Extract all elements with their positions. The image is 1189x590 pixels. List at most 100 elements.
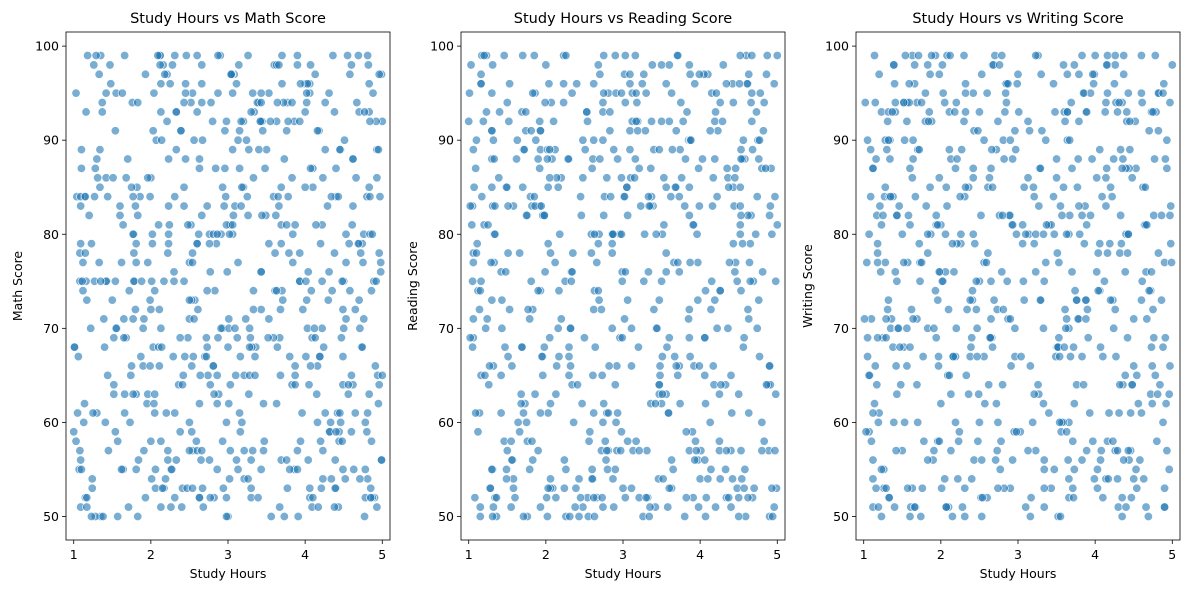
scatter-point	[363, 51, 373, 61]
scatter-point	[183, 333, 193, 343]
x-tick-label: 5	[378, 547, 386, 562]
scatter-point	[947, 239, 957, 249]
scatter-point	[997, 267, 1007, 277]
scatter-point	[225, 229, 235, 239]
scatter-point	[961, 107, 971, 117]
scatter-point	[208, 116, 218, 126]
scatter-point	[747, 51, 757, 61]
scatter-point	[868, 474, 878, 484]
scatter-point	[961, 370, 971, 380]
scatter-point	[880, 257, 890, 267]
x-tick-label: 4	[1091, 547, 1099, 562]
scatter-point	[770, 192, 780, 202]
scatter-point	[1069, 60, 1079, 70]
scatter-point	[533, 154, 543, 164]
scatter-point	[712, 323, 722, 333]
scatter-point	[986, 276, 996, 286]
scatter-point	[900, 51, 910, 61]
scatter-point	[475, 511, 485, 521]
scatter-point	[718, 116, 728, 126]
scatter-point	[871, 154, 881, 164]
scatter-point	[611, 417, 621, 427]
scatter-point	[1095, 239, 1105, 249]
scatter-point	[309, 323, 319, 333]
scatter-point	[290, 370, 300, 380]
scatter-point	[654, 145, 664, 155]
scatter-point	[902, 361, 912, 371]
scatter-point	[468, 276, 478, 286]
scatter-point	[1146, 267, 1156, 277]
scatter-point	[905, 220, 915, 230]
scatter-point	[691, 436, 701, 446]
scatter-point	[721, 79, 731, 89]
scatter-point	[1118, 154, 1128, 164]
scatter-point	[1069, 342, 1079, 352]
scatter-point	[949, 267, 959, 277]
scatter-point	[100, 417, 110, 427]
scatter-point	[504, 116, 514, 126]
scatter-point	[149, 399, 159, 409]
y-tick-label: 60	[438, 415, 454, 430]
scatter-point	[739, 483, 749, 493]
scatter-point	[115, 210, 125, 220]
scatter-point	[697, 154, 707, 164]
scatter-point	[310, 333, 320, 343]
scatter-point	[100, 342, 110, 352]
scatter-point	[357, 342, 367, 352]
scatter-point	[1006, 361, 1016, 371]
scatter-point	[1150, 51, 1160, 61]
scatter-point	[896, 380, 906, 390]
scatter-point	[609, 502, 619, 512]
scatter-point	[711, 88, 721, 98]
scatter-point	[612, 361, 622, 371]
scatter-point	[971, 276, 981, 286]
scatter-point	[535, 163, 545, 173]
scatter-point	[105, 60, 115, 70]
scatter-point	[701, 399, 711, 409]
scatter-point	[1077, 51, 1087, 61]
scatter-point	[1065, 352, 1075, 362]
scatter-point	[1028, 417, 1038, 427]
scatter-point	[218, 436, 228, 446]
scatter-point	[657, 276, 667, 286]
scatter-point	[273, 192, 283, 202]
scatter-point	[570, 502, 580, 512]
scatter-point	[487, 295, 497, 305]
scatter-point	[526, 276, 536, 286]
scatter-point	[1049, 229, 1059, 239]
scatter-point	[119, 333, 129, 343]
scatter-point	[1049, 464, 1059, 474]
scatter-point	[528, 88, 538, 98]
scatter-point	[366, 436, 376, 446]
scatter-point	[248, 305, 258, 315]
scatter-point	[471, 408, 481, 418]
scatter-point	[513, 417, 523, 427]
scatter-point	[338, 464, 348, 474]
scatter-point	[150, 408, 160, 418]
scatter-point	[476, 69, 486, 79]
scatter-point	[211, 163, 221, 173]
scatter-point	[501, 267, 511, 277]
scatter-point	[868, 163, 878, 173]
scatter-point	[161, 408, 171, 418]
scatter-point	[951, 417, 961, 427]
scatter-point	[670, 182, 680, 192]
scatter-point	[873, 257, 883, 267]
scatter-point	[220, 163, 230, 173]
scatter-point	[188, 257, 198, 267]
scatter-point	[1120, 370, 1130, 380]
scatter-point	[957, 145, 967, 155]
scatter-point	[219, 201, 229, 211]
scatter-point	[644, 511, 654, 521]
scatter-point	[139, 446, 149, 456]
scatter-point	[601, 455, 611, 465]
scatter-point	[1000, 107, 1010, 117]
scatter-point	[1129, 474, 1139, 484]
scatter-point	[745, 239, 755, 249]
scatter-point	[881, 483, 891, 493]
scatter-point	[956, 229, 966, 239]
scatter-point	[1035, 163, 1045, 173]
scatter-point	[607, 239, 617, 249]
scatter-point	[701, 286, 711, 296]
